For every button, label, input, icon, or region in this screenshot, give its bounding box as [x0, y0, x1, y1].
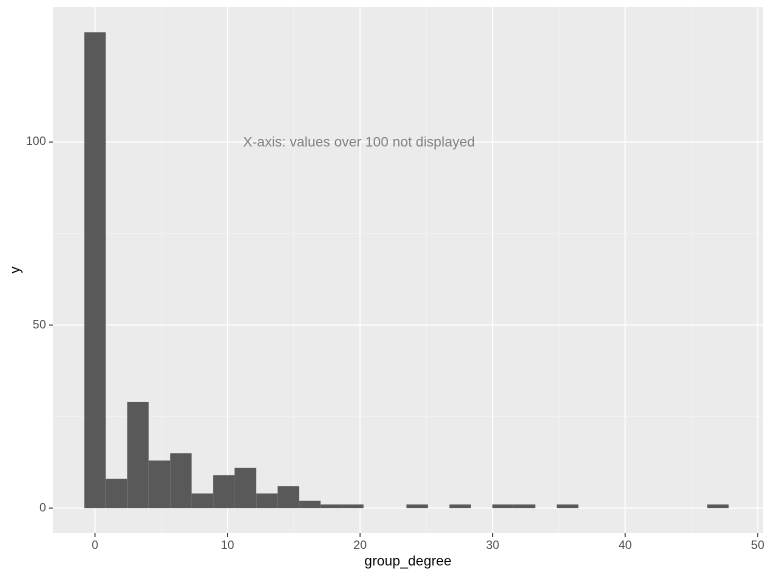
y-tick-label: 0 [39, 500, 46, 514]
bar [320, 504, 343, 509]
panel [53, 7, 763, 533]
bar [256, 493, 278, 509]
bar [299, 500, 321, 509]
bar [492, 504, 514, 509]
x-tick-label: 10 [221, 538, 235, 552]
bar [170, 453, 192, 509]
bar [213, 475, 235, 509]
bars [84, 32, 729, 509]
x-tick-label: 50 [751, 538, 765, 552]
y-axis-title: y [7, 267, 23, 274]
bar [84, 32, 106, 509]
bar [127, 401, 149, 509]
x-tick-label: 20 [353, 538, 367, 552]
y-tick-label: 100 [26, 134, 46, 148]
bar [234, 467, 257, 509]
bar [148, 460, 171, 509]
x-tick-label: 30 [486, 538, 500, 552]
bar [406, 504, 428, 509]
y-tick-label: 50 [33, 317, 47, 331]
annotation: X-axis: values over 100 not displayed [243, 134, 475, 150]
bar [277, 486, 300, 509]
bar [513, 504, 536, 509]
bar [342, 504, 364, 509]
x-axis-title: group_degree [364, 553, 451, 569]
bar [105, 478, 128, 509]
bar [191, 493, 214, 509]
bar [556, 504, 579, 509]
bar [707, 504, 729, 509]
x-tick-label: 0 [92, 538, 99, 552]
x-tick-label: 40 [618, 538, 632, 552]
bar [449, 504, 471, 509]
